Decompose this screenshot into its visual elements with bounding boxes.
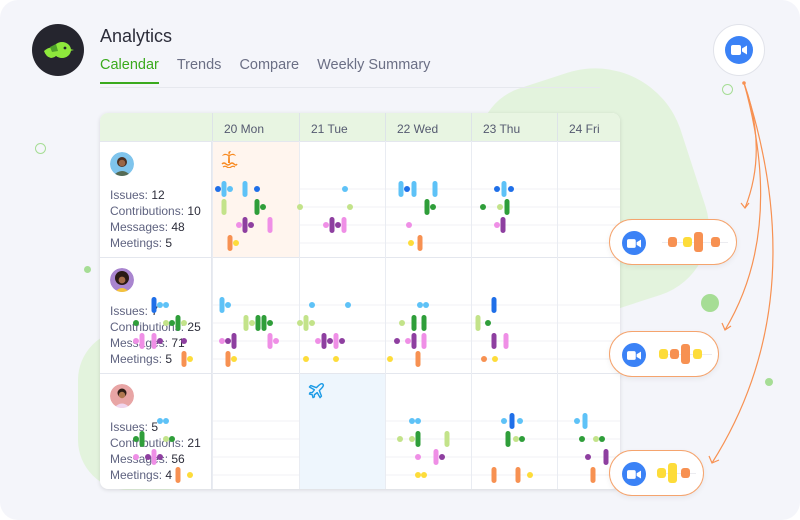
video-camera-icon [622, 231, 646, 255]
calendar-table: 20 Mon 21 Tue 22 Wed 23 Thu 24 Fri Issue… [100, 113, 620, 489]
meeting-block [681, 344, 690, 364]
tab-weekly-summary[interactable]: Weekly Summary [317, 57, 431, 73]
day-header: 24 Fri [557, 113, 620, 141]
meeting-pill[interactable] [609, 450, 704, 496]
decorative-dot [84, 266, 91, 273]
stat-label: Meetings: [110, 236, 163, 250]
avatar [110, 152, 134, 176]
column-divider [385, 141, 386, 489]
meeting-block [693, 349, 702, 359]
meeting-block [670, 349, 679, 359]
bird-logo-icon [44, 42, 74, 58]
stat-value: 25 [187, 320, 201, 334]
meeting-block [694, 232, 703, 252]
avatar [110, 384, 134, 408]
person-stats: Issues: 12 Contributions: 10 Messages: 4… [110, 187, 201, 251]
stat-value: 5 [151, 420, 159, 434]
meeting-pill[interactable] [609, 219, 737, 265]
stat-value: 48 [171, 220, 185, 234]
meeting-pill[interactable] [609, 331, 719, 377]
calendar-header: 20 Mon 21 Tue 22 Wed 23 Thu 24 Fri [100, 113, 620, 141]
meeting-block [681, 468, 690, 478]
stat-value: 12 [151, 188, 165, 202]
column-divider [471, 141, 472, 489]
tab-calendar[interactable]: Calendar [100, 57, 159, 84]
meeting-block [711, 237, 720, 247]
meeting-block [657, 468, 666, 478]
stat-value: 21 [187, 436, 201, 450]
stat-label: Messages: [110, 220, 169, 234]
stat-label: Issues: [110, 420, 149, 434]
day-header: 22 Wed [385, 113, 471, 141]
meeting-track [662, 473, 696, 474]
decorative-dot [701, 294, 719, 312]
person-card[interactable]: Issues: 12 Contributions: 10 Messages: 4… [100, 142, 212, 257]
stat-label: Meetings: [110, 352, 163, 366]
palm-tree-icon [221, 151, 238, 168]
stat-label: Contributions: [110, 204, 185, 218]
video-camera-icon [622, 462, 646, 486]
stat-value: 5 [165, 352, 173, 366]
column-divider [557, 141, 558, 489]
tab-trends[interactable]: Trends [176, 57, 222, 73]
stat-value: 4 [165, 468, 173, 482]
person-stats: Issues: 5 Contributions: 21 Messages: 56… [110, 419, 201, 483]
video-camera-icon [622, 343, 646, 367]
column-divider [212, 141, 213, 489]
person-row: Issues: 5 Contributions: 21 Messages: 56… [100, 373, 620, 489]
meeting-block [668, 237, 677, 247]
decorative-ring [35, 143, 46, 154]
video-meetings-button[interactable] [713, 24, 765, 76]
stat-value: 71 [171, 336, 185, 350]
avatar [110, 268, 134, 292]
stat-label: Meetings: [110, 468, 163, 482]
decorative-dot [765, 378, 773, 386]
meeting-block [668, 463, 677, 483]
tab-compare[interactable]: Compare [239, 57, 300, 73]
tab-bar: Calendar Trends Compare Weekly Summary [100, 57, 430, 84]
meeting-block [683, 237, 692, 247]
activity-markers [133, 181, 620, 483]
stat-label: Issues: [110, 304, 149, 318]
stat-value: 5 [165, 236, 173, 250]
person-card[interactable]: Issues: 5 Contributions: 21 Messages: 56… [100, 374, 212, 489]
meeting-block [659, 349, 668, 359]
stat-value: 56 [171, 452, 185, 466]
stat-label: Issues: [110, 188, 149, 202]
airplane-icon [308, 382, 325, 399]
column-divider [299, 141, 300, 489]
travel-highlight [299, 374, 385, 489]
decorative-ring [722, 84, 733, 95]
page-title: Analytics [100, 26, 173, 46]
stat-value: 10 [187, 204, 201, 218]
day-header: 21 Tue [299, 113, 385, 141]
day-header: 20 Mon [212, 113, 299, 141]
app-logo [32, 24, 84, 76]
day-header: 23 Thu [471, 113, 557, 141]
tab-divider [100, 87, 600, 88]
video-camera-icon [725, 36, 753, 64]
